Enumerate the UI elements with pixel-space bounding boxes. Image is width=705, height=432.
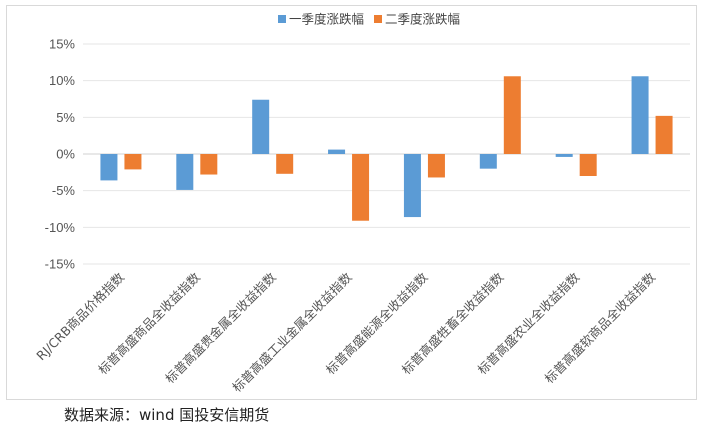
bar-q2 (503, 76, 521, 154)
bar-q1 (631, 76, 649, 154)
source-note: 数据来源：wind 国投安信期货 (64, 406, 270, 424)
bar-q1 (328, 149, 346, 154)
bar-q1 (403, 154, 421, 218)
y-tick-label: -10% (45, 220, 76, 235)
bar-chart: 15%10%5%0%-5%-10%-15%RJ/CRB商品价格指数标普高盛商品全… (33, 12, 690, 395)
legend-label: 一季度涨跌幅 (289, 12, 364, 27)
bar-q1 (479, 154, 497, 169)
legend-swatch (278, 15, 286, 23)
chart-frame (6, 5, 697, 400)
bar-q2 (352, 154, 370, 221)
bar-q1 (100, 154, 118, 181)
bar-q2 (427, 154, 445, 178)
x-tick-label: 标普高盛工业金属全收益指数 (229, 269, 355, 395)
y-tick-label: 5% (56, 110, 75, 125)
y-tick-label: 10% (49, 73, 75, 88)
bar-q2 (655, 115, 673, 154)
bar-q1 (555, 154, 573, 157)
bar-q2 (124, 154, 142, 170)
bar-q2 (276, 154, 294, 174)
bar-q2 (200, 154, 218, 175)
y-tick-label: -5% (52, 183, 76, 198)
legend-swatch (374, 15, 382, 23)
y-tick-label: -15% (45, 257, 76, 272)
bar-q2 (579, 154, 597, 176)
bar-q1 (252, 99, 270, 154)
y-tick-label: 15% (49, 37, 75, 52)
bar-q1 (176, 154, 194, 190)
legend-label: 二季度涨跌幅 (385, 12, 460, 27)
y-tick-label: 0% (56, 147, 75, 162)
